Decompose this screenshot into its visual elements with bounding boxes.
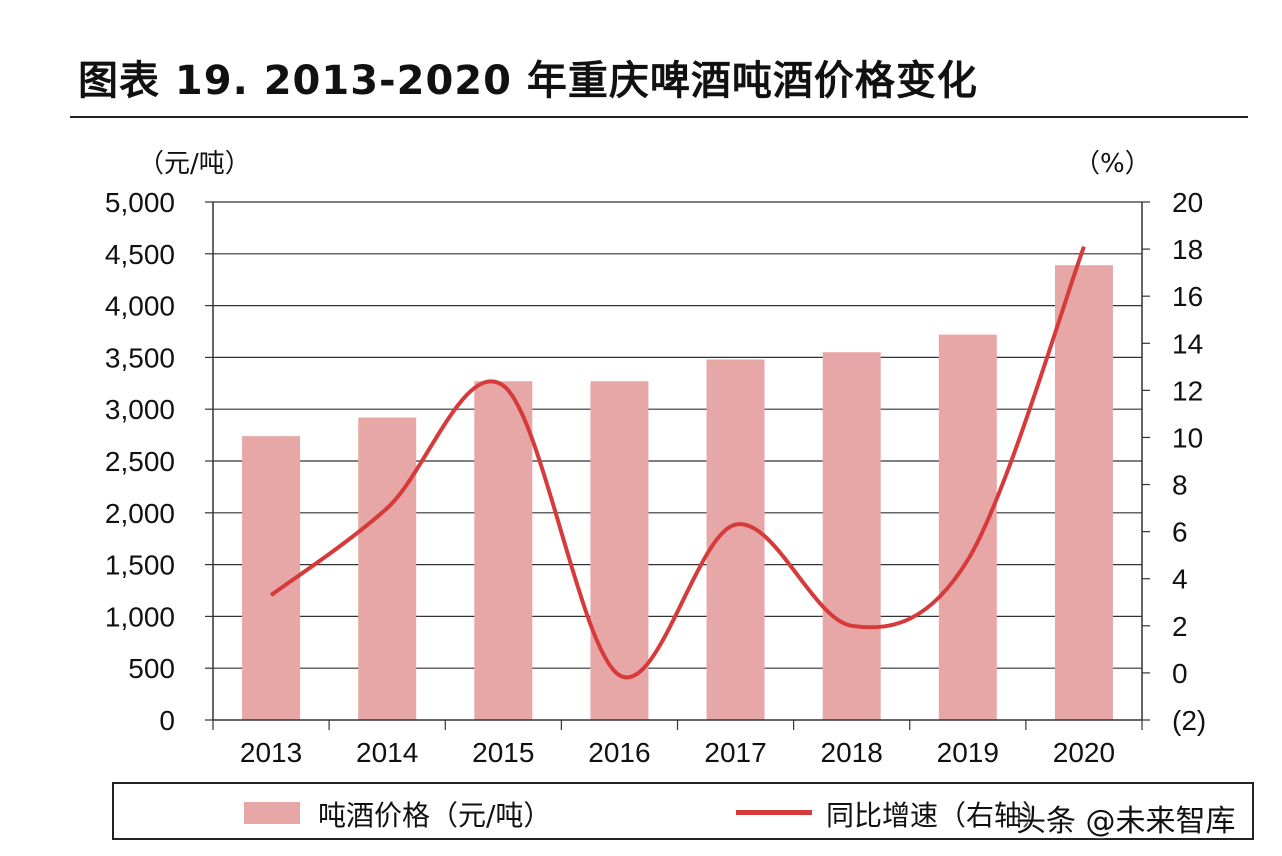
legend-line-swatch xyxy=(736,810,812,815)
left-tick-label: 3,000 xyxy=(105,394,175,425)
growth-line xyxy=(269,246,1086,680)
x-tick-label: 2018 xyxy=(821,737,883,768)
left-tick-label: 1,500 xyxy=(105,550,175,581)
right-tick-label: 4 xyxy=(1172,564,1188,595)
x-tick-label: 2014 xyxy=(356,737,418,768)
axes xyxy=(205,201,1150,730)
right-tick-label: 8 xyxy=(1172,470,1188,501)
right-tick-label: 6 xyxy=(1172,517,1188,548)
left-tick-label: 4,000 xyxy=(105,291,175,322)
bar-2018 xyxy=(822,352,881,720)
chart-title: 图表 19. 2013-2020 年重庆啤酒吨酒价格变化 xyxy=(78,58,978,104)
legend-bar-label: 吨酒价格（元/吨） xyxy=(318,799,552,832)
x-tick-label: 2015 xyxy=(472,737,534,768)
bar-2015 xyxy=(474,381,533,720)
right-tick-label: (2) xyxy=(1172,705,1206,736)
right-tick-label: 18 xyxy=(1172,234,1203,265)
bar-2013 xyxy=(242,436,301,720)
left-tick-label: 4,500 xyxy=(105,239,175,270)
left-tick-label: 3,500 xyxy=(105,342,175,373)
right-tick-label: 14 xyxy=(1172,328,1203,359)
x-tick-label: 2016 xyxy=(588,737,650,768)
bar-2016 xyxy=(590,381,649,720)
tick-labels: 0 500 1,000 1,500 2,000 2,500 3,000 3,500 4,000 4… xyxy=(105,187,1206,768)
left-tick-label: 5,000 xyxy=(105,187,175,218)
legend-line-label: 同比增速（右轴） xyxy=(826,799,1051,832)
left-tick-label: 1,000 xyxy=(105,601,175,632)
bar-2019 xyxy=(938,334,997,720)
right-axis-unit: （%） xyxy=(1074,149,1151,179)
bar-2014 xyxy=(358,417,417,720)
left-tick-label: 2,500 xyxy=(105,446,175,477)
x-tick-label: 2019 xyxy=(937,737,999,768)
title-divider xyxy=(70,116,1248,118)
bar-series xyxy=(242,265,1113,720)
grid-lines xyxy=(213,201,1142,669)
x-tick-label: 2017 xyxy=(704,737,766,768)
line-series xyxy=(269,246,1086,680)
chart-canvas: （元/吨） （%） 0 500 1,000 1,500 2,000 2,500 3,000 3… xyxy=(105,149,1206,768)
watermark-text: 头条 @未来智库 xyxy=(1016,804,1236,839)
bar-2020 xyxy=(1054,265,1113,720)
legend-bar-swatch xyxy=(244,802,300,824)
left-tick-label: 0 xyxy=(159,705,175,736)
x-tick-label: 2020 xyxy=(1053,737,1115,768)
right-tick-label: 16 xyxy=(1172,281,1203,312)
right-tick-label: 2 xyxy=(1172,611,1188,642)
left-tick-label: 2,000 xyxy=(105,498,175,529)
right-tick-label: 12 xyxy=(1172,375,1203,406)
left-tick-label: 500 xyxy=(128,653,175,684)
x-tick-label: 2013 xyxy=(240,737,302,768)
left-axis-unit: （元/吨） xyxy=(138,149,251,179)
right-tick-label: 0 xyxy=(1172,658,1188,689)
right-tick-label: 20 xyxy=(1172,187,1203,218)
right-tick-label: 10 xyxy=(1172,422,1203,453)
legend: 吨酒价格（元/吨） 同比增速（右轴） xyxy=(112,782,1254,840)
